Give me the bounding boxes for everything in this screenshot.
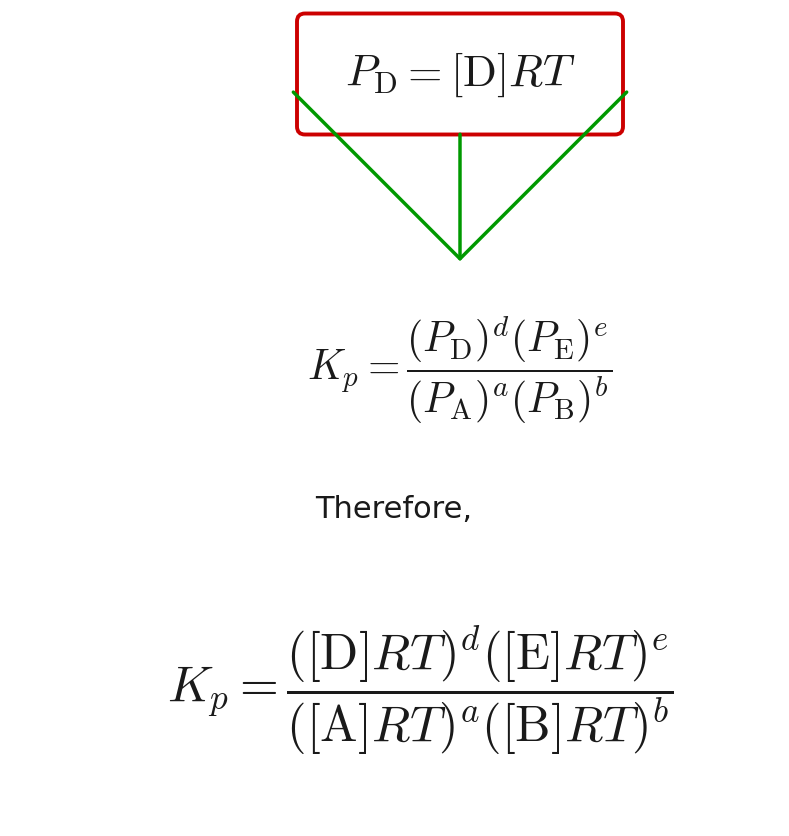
Text: $K_p = \dfrac{([\mathrm{D}]RT)^d([\mathrm{E}]RT)^e}{([\mathrm{A}]RT)^a([\mathrm{: $K_p = \dfrac{([\mathrm{D}]RT)^d([\mathr… [166, 622, 673, 756]
Text: $K_p = \dfrac{(P_{\mathrm{D}})^d(P_{\mathrm{E}})^e}{(P_{\mathrm{A}})^a(P_{\mathr: $K_p = \dfrac{(P_{\mathrm{D}})^d(P_{\mat… [308, 314, 612, 426]
FancyBboxPatch shape [297, 14, 623, 135]
Text: $P_{\mathrm{D}} = [\mathrm{D}]RT$: $P_{\mathrm{D}} = [\mathrm{D}]RT$ [345, 51, 575, 99]
Text: Therefore,: Therefore, [316, 495, 473, 524]
